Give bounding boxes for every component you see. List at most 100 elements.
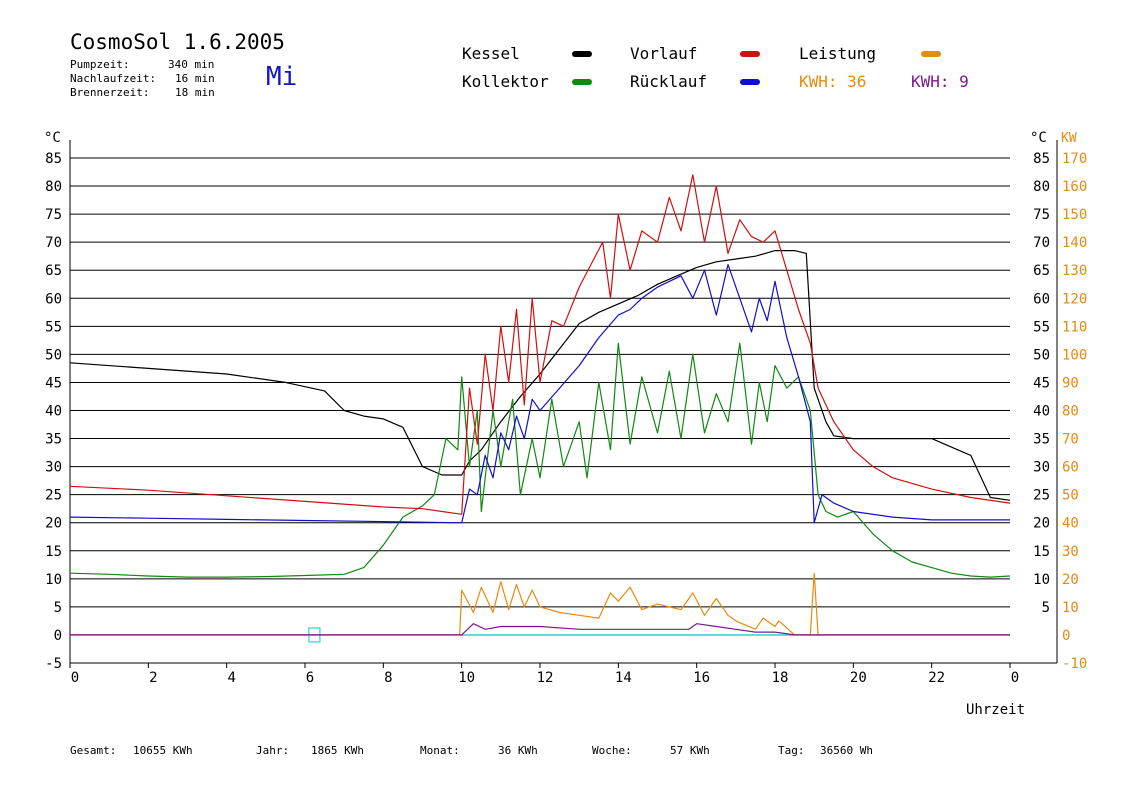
y-tick-label-right: 35: [1033, 432, 1050, 448]
x-tick-label: 16: [693, 670, 710, 686]
footer-year-value: 1865 KWh: [311, 744, 364, 757]
x-axis-label: Uhrzeit: [966, 702, 1025, 718]
y-tick-label-kw: 10: [1062, 600, 1079, 616]
y-tick-label-left: 0: [54, 628, 62, 644]
x-tick-label: 4: [227, 670, 235, 686]
y-tick-label-left: 20: [45, 516, 62, 532]
series-line-vorlauf: [69, 174, 1011, 515]
x-tick-label: 22: [928, 670, 945, 686]
y-tick-label-left: 80: [45, 179, 62, 195]
chart-title: CosmoSol 1.6.2005: [70, 30, 285, 54]
y-axis-unit-left: °C: [44, 130, 61, 146]
y-tick-label-kw: 110: [1062, 319, 1087, 335]
y-tick-label-right: 55: [1033, 319, 1050, 335]
y-tick-label-kw: 120: [1062, 291, 1087, 307]
y-tick-label-kw: 50: [1062, 488, 1079, 504]
y-tick-label-right: 20: [1033, 516, 1050, 532]
y-tick-label-kw: -10: [1062, 656, 1087, 672]
footer-total-value: 10655 KWh: [133, 744, 193, 757]
pump-time-value: 340 min: [168, 58, 215, 71]
y-tick-label-kw: 80: [1062, 404, 1079, 420]
legend-kessel: Kessel: [462, 44, 520, 63]
y-tick-label-left: 5: [54, 600, 62, 616]
y-tick-label-right: 65: [1033, 263, 1050, 279]
footer-day-label: Tag:: [778, 744, 805, 757]
series-line-r-cklauf: [69, 264, 1010, 524]
legend-kwh-secondary: KWH: 9: [911, 72, 969, 91]
y-tick-label-left: 30: [45, 460, 62, 476]
x-tick-label: 8: [384, 670, 392, 686]
y-tick-label-left: 50: [45, 347, 62, 363]
y-tick-label-left: 45: [45, 375, 62, 391]
y-axis-unit-right: °C: [1030, 130, 1047, 146]
x-tick-label: 10: [458, 670, 475, 686]
y-tick-label-kw: 160: [1062, 179, 1087, 195]
y-tick-label-left: 70: [45, 235, 62, 251]
footer-day-value: 36560 Wh: [820, 744, 873, 757]
y-tick-label-kw: 90: [1062, 375, 1079, 391]
x-tick-label: 14: [615, 670, 632, 686]
footer-year-label: Jahr:: [256, 744, 290, 757]
y-tick-label-kw: 170: [1062, 151, 1087, 167]
y-tick-label-right: 15: [1033, 544, 1050, 560]
weekday-label: Mi: [266, 62, 298, 92]
x-tick-label: 12: [537, 670, 554, 686]
y-tick-label-kw: 70: [1062, 432, 1079, 448]
x-tick-label: 0: [1011, 670, 1019, 686]
y-tick-label-right: 30: [1033, 460, 1050, 476]
x-tick-label: 6: [306, 670, 314, 686]
legend-kwh-total: KWH: 36: [799, 72, 867, 91]
series-line-leistung: [70, 572, 1010, 636]
y-tick-label-kw: 20: [1062, 572, 1079, 588]
y-tick-label-kw: 60: [1062, 460, 1079, 476]
y-tick-label-kw: 40: [1062, 516, 1079, 532]
series-line-kollektor: [69, 342, 1011, 578]
legend-kessel-swatch: [572, 51, 592, 57]
y-tick-label-kw: 150: [1062, 207, 1087, 223]
y-tick-label-left: 10: [45, 572, 62, 588]
y-tick-label-kw: 30: [1062, 544, 1079, 560]
y-tick-label-right: 5: [1042, 600, 1050, 616]
series-line-kessel: [69, 250, 1011, 501]
footer-month-value: 36 KWh: [498, 744, 538, 757]
footer-total-label: Gesamt:: [70, 744, 117, 757]
footer-week-value: 57 KWh: [670, 744, 710, 757]
y-tick-label-left: 55: [45, 319, 62, 335]
y-tick-label-right: 10: [1033, 572, 1050, 588]
x-tick-label: 2: [149, 670, 157, 686]
burner-time-label: Brennerzeit:: [70, 86, 150, 99]
legend-leistung: Leistung: [799, 44, 877, 63]
y-tick-label-left: 40: [45, 404, 62, 420]
legend-kollektor-swatch: [572, 79, 592, 85]
run-on-time-label: Nachlaufzeit:: [70, 72, 157, 85]
legend-ruecklauf: Rücklauf: [630, 72, 708, 91]
y-tick-label-left: 65: [45, 263, 62, 279]
legend-vorlauf: Vorlauf: [630, 44, 698, 63]
y-tick-label-left: -5: [45, 656, 62, 672]
y-tick-label-right: 40: [1033, 404, 1050, 420]
legend-ruecklauf-swatch: [740, 79, 760, 85]
footer-month-label: Monat:: [420, 744, 460, 757]
y-tick-label-right: 45: [1033, 375, 1050, 391]
y-tick-label-right: 25: [1033, 488, 1050, 504]
y-tick-label-kw: 140: [1062, 235, 1087, 251]
y-tick-label-right: 50: [1033, 347, 1050, 363]
legend-kollektor: Kollektor: [462, 72, 549, 91]
x-tick-label: 18: [772, 670, 789, 686]
series-line-leistung-2: [70, 623, 1010, 636]
burner-time-value: 18 min: [175, 86, 215, 99]
footer-week-label: Woche:: [592, 744, 632, 757]
y-tick-label-right: 70: [1033, 235, 1050, 251]
legend-vorlauf-swatch: [740, 51, 760, 57]
x-tick-label: 0: [71, 670, 79, 686]
y-tick-label-right: 75: [1033, 207, 1050, 223]
y-tick-label-left: 35: [45, 432, 62, 448]
y-tick-label-right: 80: [1033, 179, 1050, 195]
y-tick-label-kw: 0: [1062, 628, 1070, 644]
y-tick-label-right: 60: [1033, 291, 1050, 307]
y-tick-label-kw: 100: [1062, 347, 1087, 363]
y-tick-label-left: 15: [45, 544, 62, 560]
run-on-time-value: 16 min: [175, 72, 215, 85]
y-axis-unit-kw: KW: [1061, 131, 1077, 146]
